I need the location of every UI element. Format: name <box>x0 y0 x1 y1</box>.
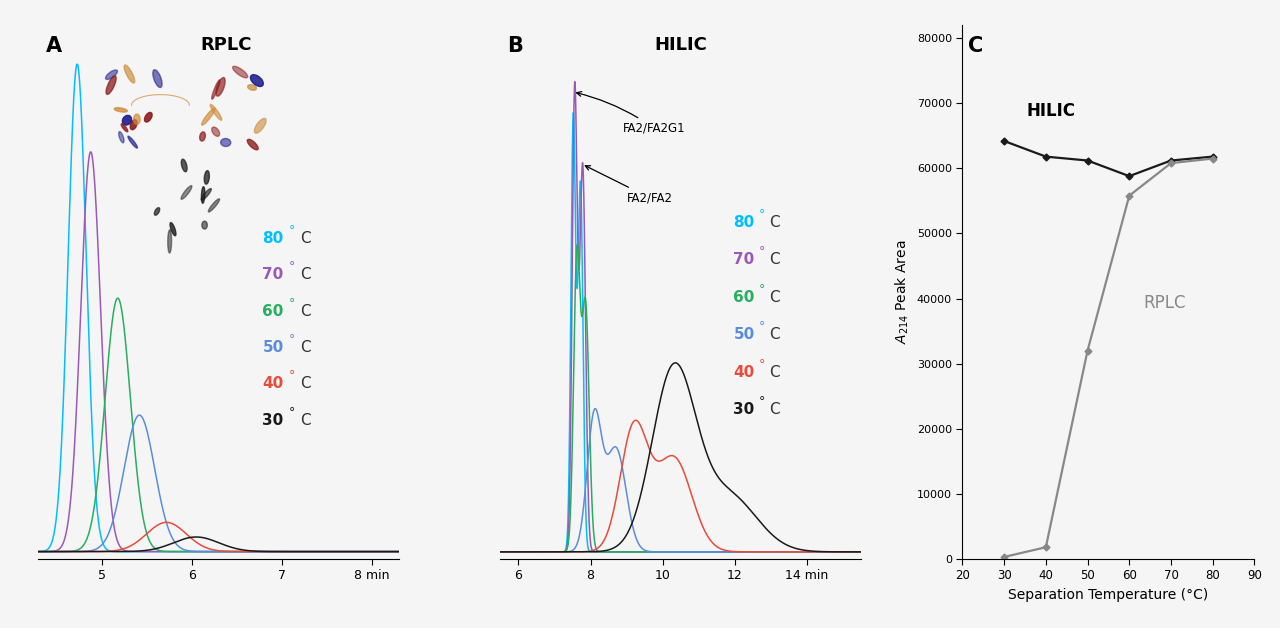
Text: 70: 70 <box>733 252 755 268</box>
Text: FA2/FA2G1: FA2/FA2G1 <box>576 92 686 135</box>
Text: RPLC: RPLC <box>200 36 252 54</box>
Text: C: C <box>769 365 780 379</box>
Text: C: C <box>300 268 311 283</box>
Text: C: C <box>300 304 311 319</box>
Text: C: C <box>300 376 311 391</box>
Y-axis label: $A_{214}$ Peak Area: $A_{214}$ Peak Area <box>893 240 911 344</box>
Text: C: C <box>769 290 780 305</box>
Text: FA2/FA2: FA2/FA2 <box>585 166 673 204</box>
Text: 50: 50 <box>733 327 755 342</box>
Text: 40: 40 <box>733 365 755 379</box>
Text: 80: 80 <box>262 231 284 246</box>
Text: HILIC: HILIC <box>654 36 707 54</box>
Text: 60: 60 <box>733 290 755 305</box>
Text: B: B <box>508 36 524 56</box>
Text: C: C <box>300 340 311 355</box>
Text: °: ° <box>758 283 764 296</box>
Text: 30: 30 <box>733 402 755 417</box>
Text: C: C <box>769 252 780 268</box>
Text: °: ° <box>758 208 764 221</box>
Text: C: C <box>769 215 780 230</box>
Text: °: ° <box>758 395 764 408</box>
Text: °: ° <box>289 369 296 382</box>
Text: HILIC: HILIC <box>1027 102 1075 119</box>
Text: 40: 40 <box>262 376 284 391</box>
Text: C: C <box>769 402 780 417</box>
Text: A: A <box>46 36 61 56</box>
Text: C: C <box>300 413 311 428</box>
Text: C: C <box>769 327 780 342</box>
Text: °: ° <box>289 333 296 346</box>
Text: C: C <box>300 231 311 246</box>
Text: 80: 80 <box>733 215 755 230</box>
Text: °: ° <box>289 224 296 237</box>
Text: C: C <box>968 36 983 56</box>
Text: 60: 60 <box>262 304 284 319</box>
Text: °: ° <box>758 357 764 371</box>
Text: °: ° <box>758 246 764 259</box>
Text: °: ° <box>289 261 296 273</box>
Text: 30: 30 <box>262 413 284 428</box>
Text: °: ° <box>289 406 296 419</box>
Text: °: ° <box>289 296 296 310</box>
Text: °: ° <box>758 320 764 333</box>
Text: 70: 70 <box>262 268 284 283</box>
Text: 50: 50 <box>262 340 284 355</box>
X-axis label: Separation Temperature (°C): Separation Temperature (°C) <box>1009 588 1208 602</box>
Text: RPLC: RPLC <box>1143 294 1187 311</box>
